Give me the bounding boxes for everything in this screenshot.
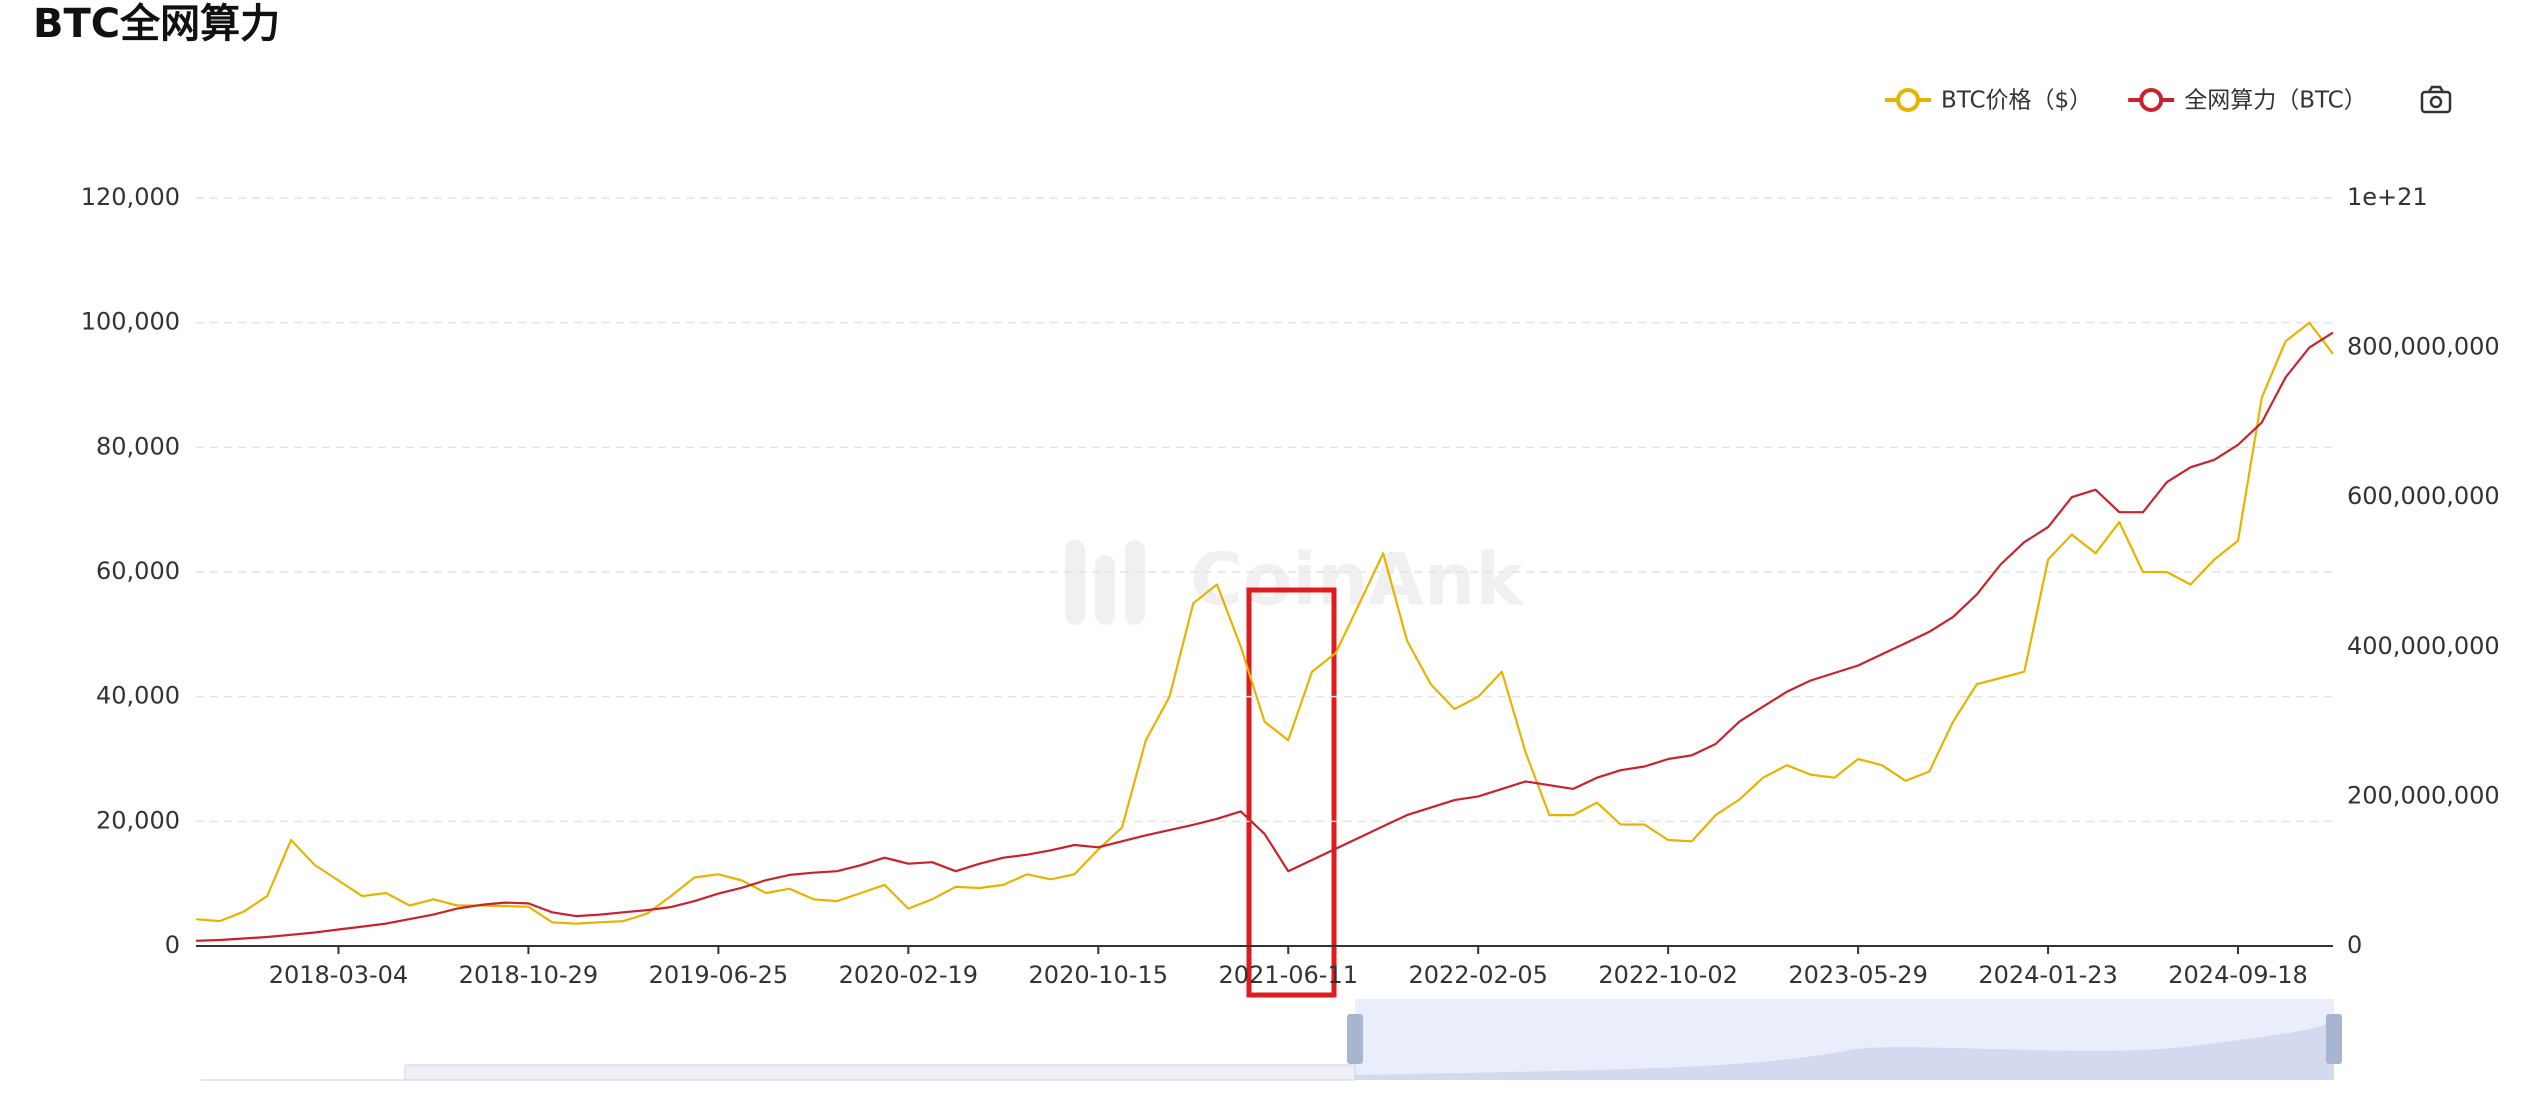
x-tick-label: 2021-06-11 — [1219, 961, 1358, 989]
legend-label: 全网算力（BTC） — [2184, 88, 2367, 114]
y2-tick-label: 400,000,000 — [2347, 632, 2500, 660]
x-tick-label: 2020-10-15 — [1029, 961, 1168, 989]
data-zoom[interactable] — [200, 999, 2342, 1081]
highlight-box — [1246, 587, 1337, 998]
zoom-handle[interactable] — [1347, 1014, 1363, 1064]
chart-title: BTC全网算力 — [33, 1, 280, 47]
x-tick-label: 2019-06-25 — [649, 961, 788, 989]
series-line — [195, 321, 2334, 925]
x-tick-label: 2018-10-29 — [459, 961, 598, 989]
y2-tick-label: 200,000,000 — [2347, 781, 2500, 809]
x-tick-label: 2020-02-19 — [839, 961, 978, 989]
y-tick-label: 120,000 — [81, 183, 180, 211]
y-tick-label: 0 — [165, 931, 180, 959]
x-tick-label: 2022-10-02 — [1598, 961, 1737, 989]
x-tick-label: 2024-09-18 — [2168, 961, 2307, 989]
y2-tick-label: 0 — [2347, 931, 2362, 959]
legend-item[interactable]: 全网算力（BTC） — [2128, 88, 2367, 114]
y-tick-label: 40,000 — [96, 682, 180, 710]
y-tick-label: 100,000 — [81, 308, 180, 336]
legend-item[interactable]: BTC价格（$） — [1885, 88, 2092, 114]
x-tick-label: 2024-01-23 — [1978, 961, 2117, 989]
x-tick-label: 2022-02-05 — [1408, 961, 1547, 989]
y2-tick-label: 600,000,000 — [2347, 482, 2500, 510]
y-tick-label: 80,000 — [96, 432, 180, 460]
zoom-handle[interactable] — [2326, 1014, 2342, 1064]
legend-marker — [2139, 88, 2164, 112]
y-tick-label: 20,000 — [96, 806, 180, 834]
legend-marker — [1896, 88, 1920, 112]
camera-icon[interactable] — [2420, 85, 2452, 114]
y-tick-label: 60,000 — [96, 557, 180, 585]
x-tick-label: 2018-03-04 — [269, 961, 408, 989]
x-tick-label: 2023-05-29 — [1788, 961, 1927, 989]
y2-axis-unit: 1e+21 — [2347, 183, 2428, 211]
legend-label: BTC价格（$） — [1941, 88, 2092, 114]
series-line — [195, 331, 2334, 942]
y2-tick-label: 800,000,000 — [2347, 333, 2500, 361]
watermark: CoinAnk — [1065, 538, 1525, 625]
